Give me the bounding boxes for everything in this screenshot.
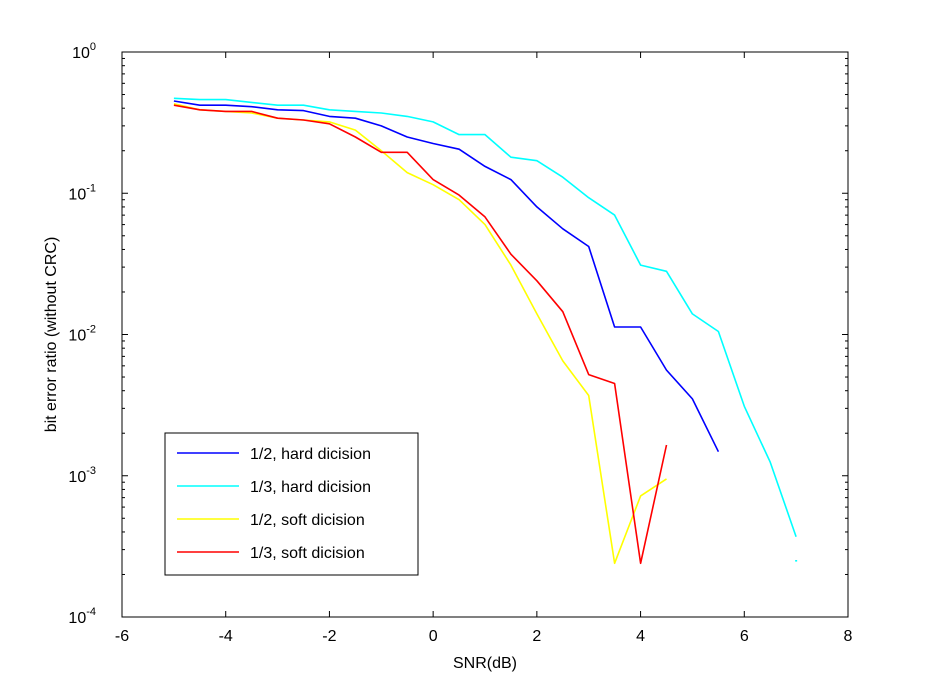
legend-label: 1/3, soft dicision	[250, 545, 365, 562]
x-tick-label: -6	[115, 628, 129, 645]
x-tick-label: 8	[844, 628, 853, 645]
series-line-4	[173, 104, 668, 565]
legend-label: 1/2, hard dicision	[250, 446, 371, 463]
x-tick-label: 6	[740, 628, 749, 645]
x-tick-label: -2	[322, 628, 336, 645]
y-axis-label: bit error ratio (without CRC)	[43, 237, 60, 433]
x-axis-label: SNR(dB)	[453, 655, 517, 672]
series-line-3	[173, 103, 667, 565]
legend-label: 1/3, hard dicision	[250, 479, 371, 496]
legend-label: 1/2, soft dicision	[250, 512, 365, 529]
legend: 1/2, hard dicision 1/3, hard dicision 1/2,…	[164, 432, 419, 576]
series-layer	[173, 97, 798, 565]
x-tick-label: 4	[636, 628, 645, 645]
x-tick-label: 2	[532, 628, 541, 645]
x-tick-label: -4	[219, 628, 233, 645]
x-tick-label: 0	[429, 628, 438, 645]
series-line-1	[173, 100, 720, 453]
series-line-2	[173, 97, 797, 537]
